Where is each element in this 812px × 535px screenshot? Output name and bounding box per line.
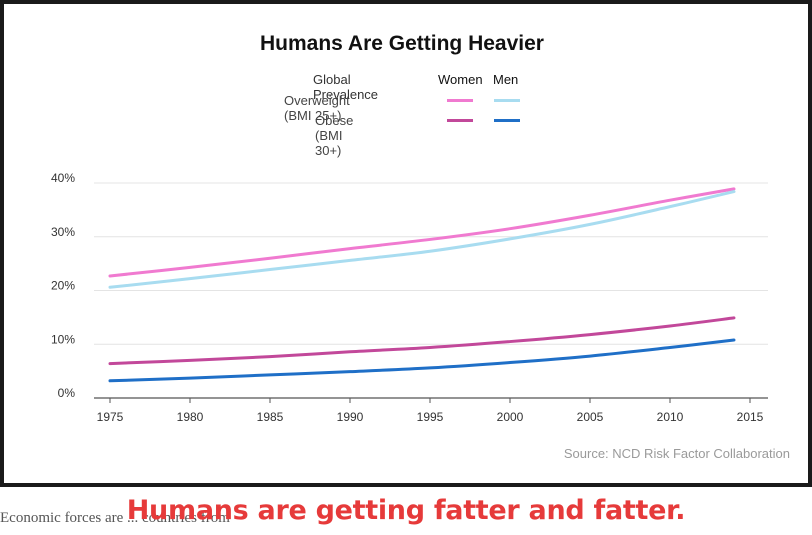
y-tick-label: 30% bbox=[51, 225, 75, 239]
x-tick-label: 1990 bbox=[337, 410, 364, 424]
y-tick-label: 10% bbox=[51, 332, 75, 346]
legend-swatch-overweight-women bbox=[447, 99, 473, 102]
y-tick-label: 40% bbox=[51, 171, 75, 185]
series-line-obese-bmi-30-women bbox=[108, 316, 736, 366]
y-tick-label: 0% bbox=[58, 386, 76, 400]
legend-swatch-obese-women bbox=[447, 119, 473, 122]
x-tick-label: 2015 bbox=[737, 410, 764, 424]
series-line-overweight-bmi-25-men bbox=[108, 190, 736, 289]
x-tick-label: 1985 bbox=[257, 410, 284, 424]
series-line-obese-bmi-30-men bbox=[108, 338, 736, 383]
chart-title: Humans Are Getting Heavier bbox=[260, 32, 544, 55]
legend-swatch-obese-men bbox=[494, 119, 520, 122]
x-tick-label: 2010 bbox=[657, 410, 684, 424]
legend-header: Global Prevalence bbox=[313, 72, 379, 102]
series-line-overweight-bmi-25-women bbox=[108, 187, 736, 278]
background-article-text: Economic forces are ... countries from bbox=[0, 510, 230, 526]
source-note: Source: NCD Risk Factor Collaboration bbox=[563, 446, 790, 461]
plot-area: 0% 10% 20% 30% 40% 1975 1980 1985 1990 1995 2000 20… bbox=[51, 171, 768, 424]
x-tick-label: 2000 bbox=[497, 410, 524, 424]
x-tick-label: 1995 bbox=[417, 410, 444, 424]
x-tick-label: 2005 bbox=[577, 410, 604, 424]
legend-row-overweight: Overweight (BMI 25+) bbox=[284, 93, 350, 123]
legend-row-obese: Obese (BMI 30+) bbox=[315, 113, 354, 158]
x-tick-label: 1975 bbox=[97, 410, 124, 424]
y-tick-label: 20% bbox=[51, 279, 75, 293]
caption-overlay: Humans are getting fatter and fatter. bbox=[126, 495, 686, 526]
legend-column-men: Men bbox=[493, 72, 519, 87]
legend-swatch-overweight-men bbox=[494, 99, 520, 102]
x-tick-label: 1980 bbox=[177, 410, 204, 424]
legend-column-women: Women bbox=[438, 72, 483, 87]
